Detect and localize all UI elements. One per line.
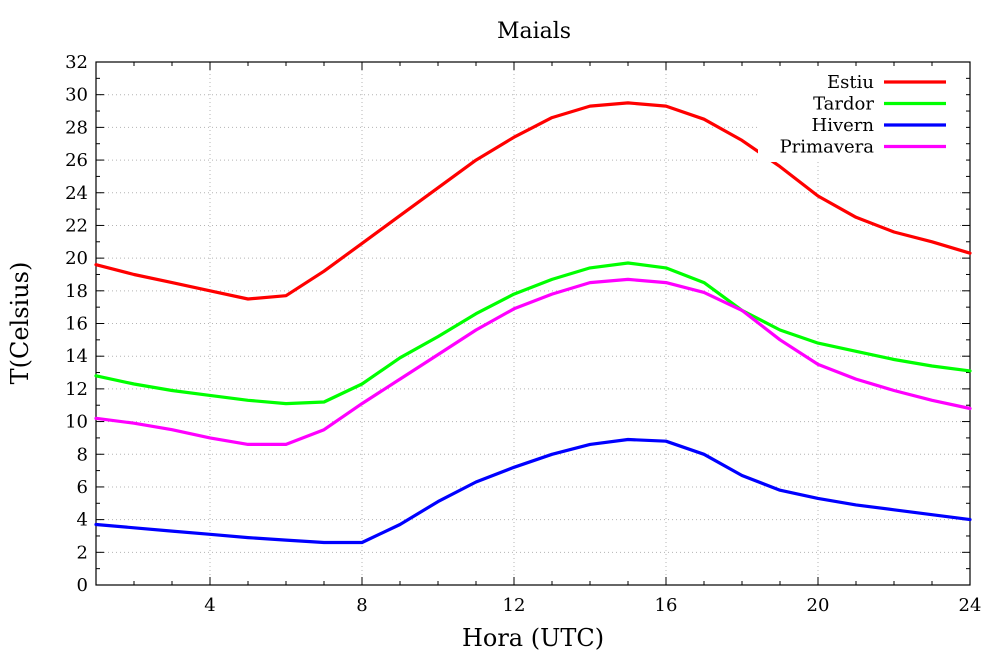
x-tick-labels: 4 8 12 16 20 24 — [204, 595, 981, 616]
y-tick-label: 16 — [65, 314, 88, 335]
y-tick-label: 0 — [77, 575, 88, 596]
legend-label-tardor: Tardor — [813, 94, 874, 115]
x-tick-label: 4 — [204, 595, 215, 616]
legend-label-estiu: Estiu — [827, 72, 874, 93]
legend-label-hivern: Hivern — [812, 115, 875, 136]
y-tick-label: 26 — [65, 150, 88, 171]
x-tick-label: 20 — [807, 595, 830, 616]
series-line-tardor — [94, 261, 972, 406]
plot-frame — [95, 61, 971, 586]
y-tick-label: 4 — [77, 510, 88, 531]
series-line-estiu — [94, 101, 972, 301]
legend-label-primavera: Primavera — [780, 137, 875, 158]
series-line-hivern — [94, 437, 972, 545]
series-lines — [94, 101, 972, 545]
y-tick-label: 30 — [65, 85, 88, 106]
y-tick-label: 18 — [65, 281, 88, 302]
y-axis-label: T(Celsius) — [6, 262, 34, 385]
chart-title: Maials — [497, 19, 571, 44]
x-axis-label: Hora (UTC) — [462, 624, 604, 652]
x-tick-label: 16 — [655, 595, 678, 616]
y-tick-label: 10 — [65, 412, 88, 433]
y-tick-label: 22 — [65, 215, 88, 236]
x-tick-label: 8 — [356, 595, 367, 616]
x-tick-label: 24 — [959, 595, 982, 616]
y-tick-label: 12 — [65, 379, 88, 400]
y-tick-label: 24 — [65, 183, 88, 204]
y-tick-label: 32 — [65, 52, 88, 73]
x-tick-label: 12 — [503, 595, 526, 616]
series-line-primavera — [94, 277, 972, 446]
y-tick-label: 28 — [65, 117, 88, 138]
y-tick-label: 8 — [77, 444, 88, 465]
y-tick-label: 2 — [77, 542, 88, 563]
y-tick-label: 20 — [65, 248, 88, 269]
y-tick-label: 6 — [77, 477, 88, 498]
y-tick-label: 14 — [65, 346, 88, 367]
